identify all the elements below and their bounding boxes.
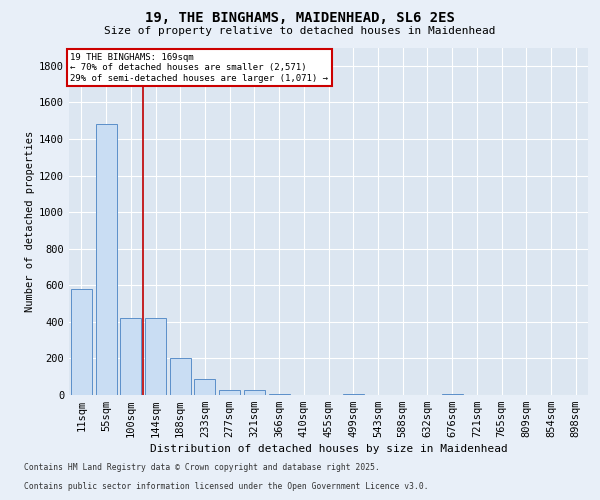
- Bar: [170, 358, 191, 395]
- Text: 19, THE BINGHAMS, MAIDENHEAD, SL6 2ES: 19, THE BINGHAMS, MAIDENHEAD, SL6 2ES: [145, 11, 455, 25]
- Bar: [219, 390, 240, 395]
- Bar: [244, 390, 265, 395]
- Bar: [269, 394, 290, 395]
- Bar: [442, 394, 463, 395]
- Bar: [194, 378, 215, 395]
- X-axis label: Distribution of detached houses by size in Maidenhead: Distribution of detached houses by size …: [149, 444, 508, 454]
- Bar: [95, 124, 116, 395]
- Bar: [145, 318, 166, 395]
- Bar: [343, 394, 364, 395]
- Text: Contains HM Land Registry data © Crown copyright and database right 2025.: Contains HM Land Registry data © Crown c…: [24, 464, 380, 472]
- Text: Size of property relative to detached houses in Maidenhead: Size of property relative to detached ho…: [104, 26, 496, 36]
- Bar: [120, 318, 141, 395]
- Y-axis label: Number of detached properties: Number of detached properties: [25, 130, 35, 312]
- Bar: [71, 289, 92, 395]
- Text: Contains public sector information licensed under the Open Government Licence v3: Contains public sector information licen…: [24, 482, 428, 491]
- Text: 19 THE BINGHAMS: 169sqm
← 70% of detached houses are smaller (2,571)
29% of semi: 19 THE BINGHAMS: 169sqm ← 70% of detache…: [70, 53, 328, 83]
